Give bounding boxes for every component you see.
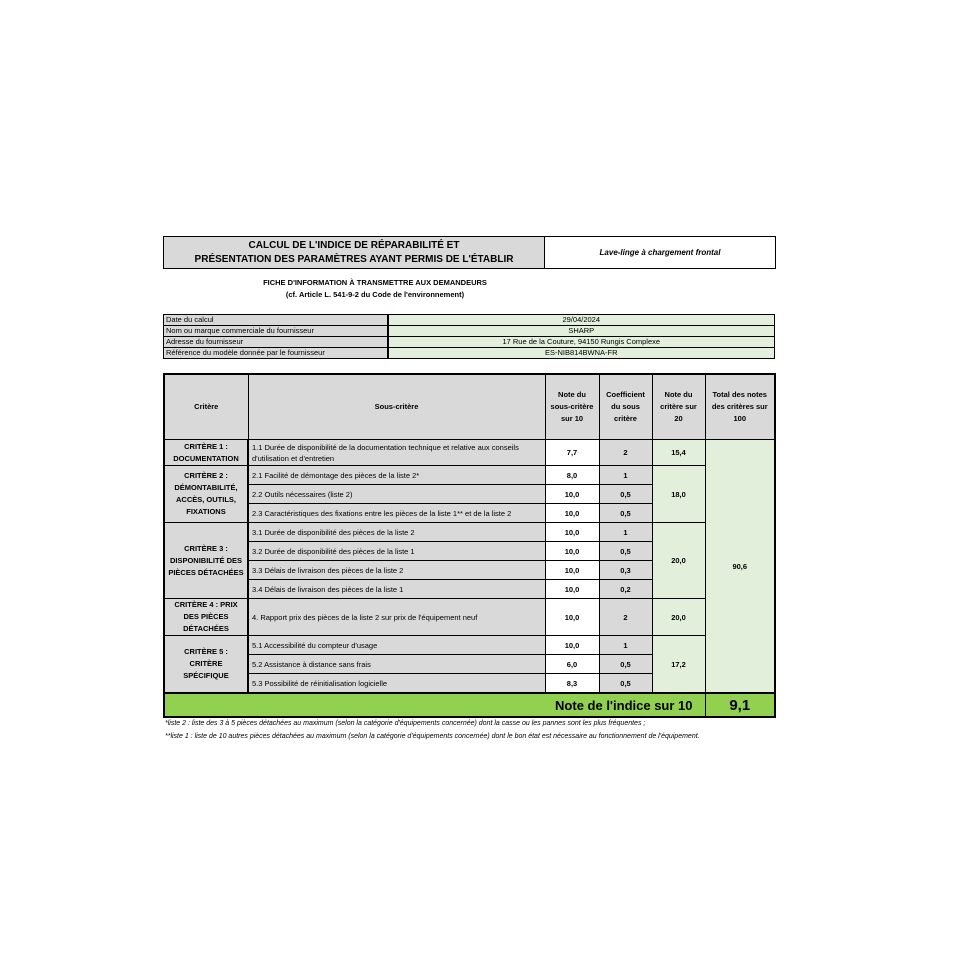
info-value: 29/04/2024 [386, 314, 775, 326]
title-line-1: CALCUL DE L'INDICE DE RÉPARABILITÉ ET [248, 239, 460, 251]
sub-criterion: 5.1 Accessibilité du compteur d'usage [247, 635, 546, 655]
sub-note: 10,0 [544, 598, 600, 636]
total-score: 90,6 [704, 439, 776, 694]
page-title: CALCUL DE L'INDICE DE RÉPARABILITÉ ET PRÉ… [164, 237, 545, 268]
info-row: Nom ou marque commerciale du fournisseur… [163, 325, 775, 337]
col-header: Critère [163, 373, 249, 440]
col-header: Coefficient du sous critère [598, 373, 653, 440]
sub-coef: 0,5 [598, 654, 653, 674]
sub-criterion: 2.3 Caractéristiques des fixations entre… [247, 503, 546, 523]
sub-note: 10,0 [544, 522, 600, 542]
col-header: Total des notes des critères sur 100 [704, 373, 776, 440]
final-label: Note de l'indice sur 10 [163, 692, 706, 718]
sub-coef: 0,5 [598, 673, 653, 694]
info-table: Date du calcul 29/04/2024 Nom ou marque c… [163, 314, 775, 359]
sub-note: 10,0 [544, 541, 600, 561]
col-header: Note du critère sur 20 [651, 373, 706, 440]
criterion-score: 17,2 [651, 635, 706, 694]
sub-coef: 0,2 [598, 579, 653, 599]
sub-note: 7,7 [544, 439, 600, 466]
sub-note: 10,0 [544, 484, 600, 504]
criterion: CRITÈRE 4 : PRIX DES PIÈCES DÉTACHÉES [163, 598, 249, 636]
sub-criterion: 5.2 Assistance à distance sans frais [247, 654, 546, 674]
sub-criterion: 5.3 Possibilité de réinitialisation logi… [247, 673, 546, 694]
sub-coef: 0,5 [598, 541, 653, 561]
criterion-score: 20,0 [651, 522, 706, 599]
sub-coef: 2 [598, 439, 653, 466]
criterion: CRITÈRE 5 : CRITÈRE SPÉCIFIQUE [163, 635, 249, 694]
sub-criterion: 2.2 Outils nécessaires (liste 2) [247, 484, 546, 504]
info-row: Référence du modèle donnée par le fourni… [163, 347, 775, 359]
info-value: ES-NIB814BWNA-FR [386, 347, 775, 359]
info-row: Date du calcul 29/04/2024 [163, 314, 775, 326]
info-label: Date du calcul [163, 314, 388, 326]
sub-note: 10,0 [544, 579, 600, 599]
subtitle-1: FICHE D'INFORMATION À TRANSMETTRE AUX DE… [263, 278, 487, 287]
sub-note: 8,3 [544, 673, 600, 694]
title-line-2: PRÉSENTATION DES PARAMÈTRES AYANT PERMIS… [194, 253, 514, 265]
criterion-score: 18,0 [651, 465, 706, 523]
sub-note: 10,0 [544, 503, 600, 523]
sub-criterion: 3.2 Durée de disponibilité des pièces de… [247, 541, 546, 561]
sub-criterion: 2.1 Facilité de démontage des pièces de … [247, 465, 546, 485]
info-row: Adresse du fournisseur 17 Rue de la Coutu… [163, 336, 775, 348]
sub-coef: 1 [598, 635, 653, 655]
sub-note: 10,0 [544, 635, 600, 655]
sub-criterion: 3.4 Délais de livraison des pièces de la… [247, 579, 546, 599]
criterion: CRITÈRE 3 : DISPONIBILITÉ DES PIÈCES DÉT… [163, 522, 249, 599]
sub-criterion: 1.1 Durée de disponibilité de la documen… [247, 439, 546, 466]
criterion-score: 20,0 [651, 598, 706, 636]
sub-coef: 1 [598, 465, 653, 485]
sub-coef: 0,5 [598, 484, 653, 504]
sub-coef: 0,5 [598, 503, 653, 523]
sub-note: 8,0 [544, 465, 600, 485]
info-value: SHARP [386, 325, 775, 337]
criterion-score: 15,4 [651, 439, 706, 466]
footnote-liste-1: **liste 1 : liste de 10 autres pièces dé… [165, 733, 700, 740]
sub-coef: 0,3 [598, 560, 653, 580]
sub-criterion: 3.1 Durée de disponibilité des pièces de… [247, 522, 546, 542]
sub-note: 6,0 [544, 654, 600, 674]
criterion: CRITÈRE 2 : DÉMONTABILITÉ, ACCÈS, OUTILS… [163, 465, 249, 523]
sub-note: 10,0 [544, 560, 600, 580]
info-label: Adresse du fournisseur [163, 336, 388, 348]
header-box: CALCUL DE L'INDICE DE RÉPARABILITÉ ET PRÉ… [163, 236, 776, 269]
score-table: Critère Sous-critère Note du sous-critèr… [163, 373, 776, 718]
info-label: Référence du modèle donnée par le fourni… [163, 347, 388, 359]
criterion: CRITÈRE 1 : DOCUMENTATION [163, 439, 249, 466]
final-score: 9,1 [704, 692, 776, 718]
sub-criterion: 3.3 Délais de livraison des pièces de la… [247, 560, 546, 580]
subtitle-2: (cf. Article L. 541-9-2 du Code de l'env… [285, 290, 465, 299]
product-type: Lave-linge à chargement frontal [599, 248, 721, 257]
sub-coef: 1 [598, 522, 653, 542]
sub-coef: 2 [598, 598, 653, 636]
info-label: Nom ou marque commerciale du fournisseur [163, 325, 388, 337]
col-header: Note du sous-critère sur 10 [544, 373, 600, 440]
info-value: 17 Rue de la Couture, 94150 Rungis Compl… [386, 336, 775, 348]
footnote-liste-2: *liste 2 : liste des 3 à 5 pièces détach… [165, 720, 646, 727]
sub-criterion: 4. Rapport prix des pièces de la liste 2… [247, 598, 546, 636]
col-header: Sous-critère [247, 373, 546, 440]
